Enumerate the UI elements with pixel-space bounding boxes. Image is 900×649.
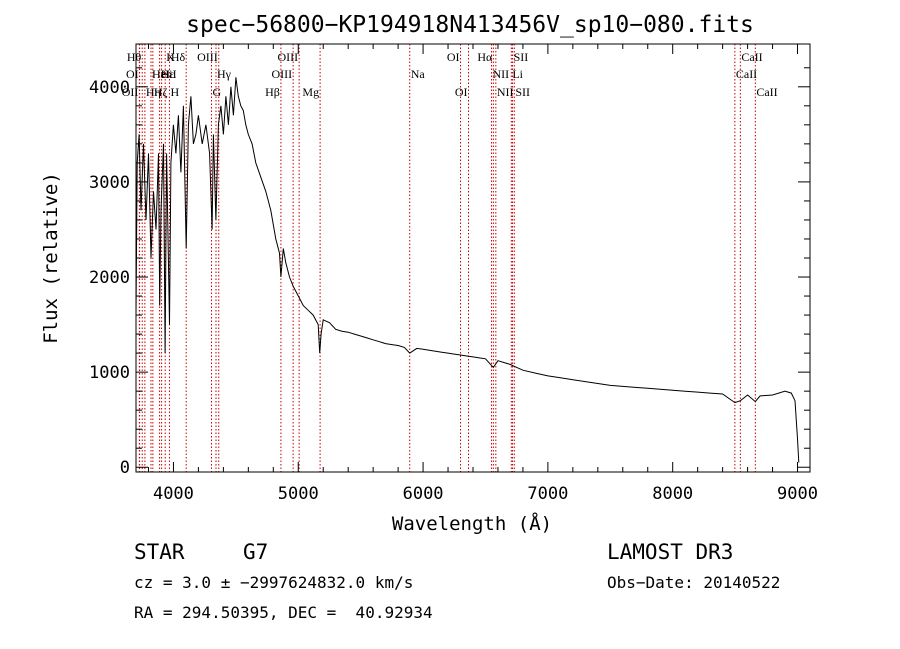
y-tick-label: 1000 xyxy=(89,363,130,383)
line-marker-label: OII xyxy=(122,85,139,99)
x-tick-label: 7000 xyxy=(527,484,568,504)
y-tick-label: 2000 xyxy=(89,268,130,288)
x-tick-label: 6000 xyxy=(403,484,444,504)
line-marker-label: NII xyxy=(492,67,509,81)
x-axis-label: Wavelength (Å) xyxy=(392,512,552,535)
redshift-text: cz = 3.0 ± −2997624832.0 km/s xyxy=(134,573,414,592)
line-marker-label: SiI xyxy=(163,67,177,81)
line-marker-label: Li xyxy=(512,67,523,81)
y-axis-label: Flux (relative) xyxy=(40,172,62,344)
line-marker-label: G xyxy=(213,85,222,99)
line-marker-label: Hβ xyxy=(265,85,280,99)
line-marker-label: Mg xyxy=(302,85,319,99)
line-marker-label: OI xyxy=(126,67,139,81)
line-marker-label: SII xyxy=(514,50,529,64)
line-marker-label: OIII xyxy=(197,50,218,64)
subclass-label: G7 xyxy=(243,540,269,564)
x-tick-label: 5000 xyxy=(278,484,319,504)
line-marker-label: CaII xyxy=(741,50,762,64)
line-marker-label: H xyxy=(170,85,179,99)
x-tick-label: 4000 xyxy=(153,484,194,504)
line-marker-label: HeI xyxy=(152,67,170,81)
x-tick-label: 8000 xyxy=(652,484,693,504)
y-axis-ticks: 0 1000 2000 3000 4000 xyxy=(89,67,810,478)
line-marker-label: Hζ xyxy=(154,85,168,99)
line-marker-label: OI xyxy=(447,50,460,64)
line-markers xyxy=(138,44,756,472)
line-marker-label: CaII xyxy=(756,85,777,99)
line-marker-label: Hη xyxy=(146,85,161,99)
chart-title: spec−56800−KP194918N413456V_sp10−080.fit… xyxy=(186,12,754,38)
line-marker-label: SII xyxy=(515,85,530,99)
x-axis-ticks: 4000 5000 6000 7000 8000 9000 xyxy=(147,44,818,504)
line-marker-label: Hγ xyxy=(217,67,232,81)
plot-frame xyxy=(135,43,811,473)
flux-series-line xyxy=(135,77,800,463)
line-marker-label: Hε xyxy=(161,67,175,81)
line-marker-label: Hδ xyxy=(171,50,186,64)
class-label: STAR xyxy=(134,540,185,564)
line-marker-label: Hθ xyxy=(127,50,142,64)
line-marker-label: OIII xyxy=(271,67,292,81)
y-tick-label: 4000 xyxy=(89,78,130,98)
line-marker-label: OIII xyxy=(277,50,298,64)
line-marker-label: NII xyxy=(497,85,514,99)
line-marker-label: CaII xyxy=(736,67,757,81)
x-tick-label: 9000 xyxy=(777,484,818,504)
y-tick-label: 3000 xyxy=(89,173,130,193)
line-marker-label: OI xyxy=(455,85,468,99)
line-marker-label: Na xyxy=(411,67,426,81)
line-marker-label: K xyxy=(166,50,175,64)
obs-date-text: Obs−Date: 20140522 xyxy=(607,573,781,592)
line-marker-label: Hα xyxy=(477,50,493,64)
coordinates-text: RA = 294.50395, DEC = 40.92934 xyxy=(134,603,433,622)
y-tick-label: 0 xyxy=(120,458,130,478)
survey-label: LAMOST DR3 xyxy=(607,540,734,564)
